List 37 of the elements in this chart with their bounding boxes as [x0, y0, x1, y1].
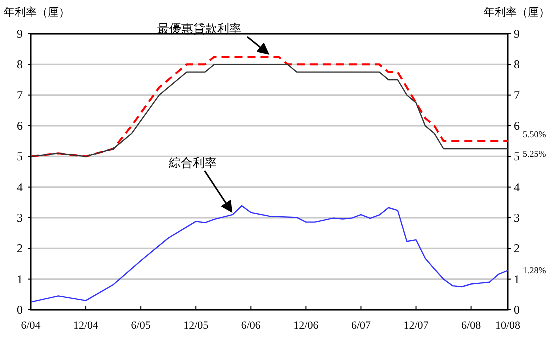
data-label: 5.25% [523, 149, 547, 159]
y2-tick-label: 8 [514, 58, 520, 72]
y2-tick-label: 7 [514, 88, 520, 102]
y-tick-label: 6 [17, 119, 23, 133]
x-tick-label: 12/04 [74, 320, 100, 332]
y2-tick-label: 1 [514, 272, 520, 286]
data-label: 5.50% [523, 129, 547, 140]
x-tick-label: 6/07 [351, 320, 372, 332]
y-tick-label: 3 [17, 211, 23, 225]
y2-tick-label: 5 [514, 150, 520, 164]
x-tick-label: 6/08 [462, 320, 482, 332]
y2-tick-label: 6 [514, 119, 520, 133]
y2-tick-label: 9 [514, 27, 520, 41]
x-tick-label: 12/05 [184, 320, 210, 332]
y-tick-label: 0 [17, 303, 23, 317]
line-series [30, 205, 509, 303]
x-tick-label: 6/04 [21, 320, 42, 332]
x-tick-label: 6/06 [241, 320, 262, 332]
y2-axis-title: 年利率（厘） [484, 6, 550, 19]
annotation: 綜合利率 [168, 156, 217, 170]
y-tick-label: 9 [17, 27, 23, 41]
y-tick-label: 7 [17, 88, 23, 102]
y2-tick-label: 2 [514, 242, 520, 256]
y-tick-label: 1 [17, 272, 23, 286]
y-tick-label: 2 [17, 242, 23, 256]
y-tick-label: 4 [17, 180, 23, 194]
x-tick-label: 6/05 [131, 320, 152, 332]
x-tick-label: 12/06 [294, 320, 320, 332]
x-tick-label: 12/07 [404, 320, 430, 332]
y-axis-title: 年利率（厘） [4, 6, 70, 19]
y2-tick-label: 0 [514, 303, 520, 317]
y2-tick-label: 3 [514, 211, 520, 225]
y-tick-label: 8 [17, 58, 23, 72]
y-tick-label: 5 [17, 150, 23, 164]
data-label: 1.28% [523, 266, 547, 276]
x-tick-label: 10/08 [495, 320, 522, 332]
y2-tick-label: 4 [514, 180, 520, 194]
